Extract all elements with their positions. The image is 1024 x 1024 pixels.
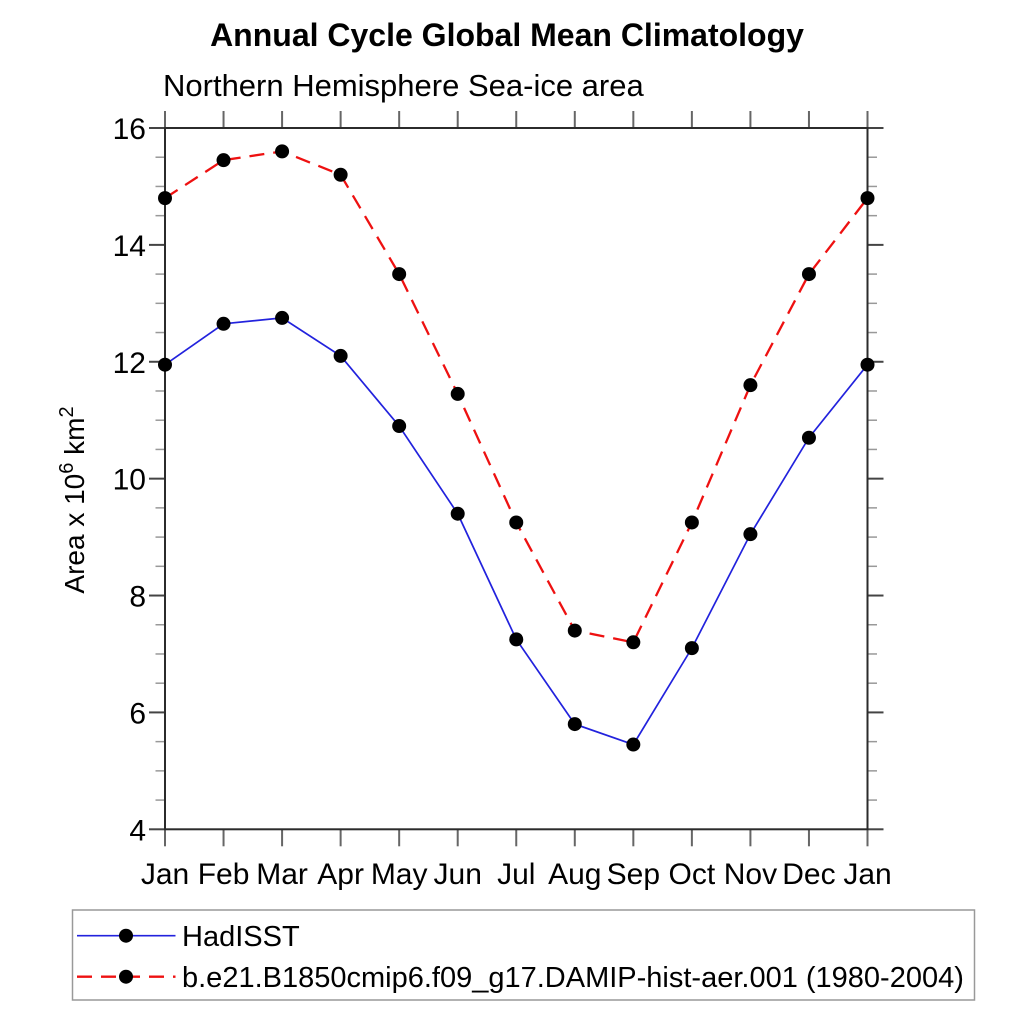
x-tick-label: Aug bbox=[548, 858, 601, 891]
x-tick-label: Jan bbox=[843, 858, 891, 891]
x-tick-label: Sep bbox=[607, 858, 660, 891]
y-tick-label: 12 bbox=[113, 347, 146, 380]
x-tick-label: Jul bbox=[497, 858, 535, 891]
data-point-marker bbox=[860, 191, 875, 206]
y-tick-label: 10 bbox=[113, 464, 146, 497]
chart-title: Annual Cycle Global Mean Climatology bbox=[210, 17, 804, 53]
x-tick-label: Mar bbox=[256, 858, 308, 891]
data-point-marker bbox=[216, 153, 231, 168]
data-point-marker bbox=[392, 419, 407, 434]
x-tick-label: Jan bbox=[141, 858, 189, 891]
y-tick-label: 4 bbox=[129, 814, 146, 847]
x-tick-label: Oct bbox=[669, 858, 716, 891]
data-point-marker bbox=[684, 641, 699, 656]
data-point-marker bbox=[333, 348, 348, 363]
y-axis-title: Area x 106 km2 bbox=[56, 406, 90, 593]
data-point-marker bbox=[509, 632, 524, 647]
data-point-marker bbox=[333, 167, 348, 182]
y-axis-title-unit-exponent: 2 bbox=[56, 406, 78, 417]
legend-label: HadISST bbox=[182, 921, 300, 953]
data-point-marker bbox=[626, 635, 641, 650]
x-tick-label: Nov bbox=[724, 858, 777, 891]
x-tick-label: Feb bbox=[198, 858, 250, 891]
series-line-0 bbox=[164, 317, 869, 746]
data-point-marker bbox=[743, 527, 758, 542]
y-axis-title-exponent: 6 bbox=[56, 463, 78, 474]
data-point-marker bbox=[743, 378, 758, 393]
legend-marker bbox=[119, 969, 133, 984]
y-tick-label: 6 bbox=[129, 697, 146, 730]
y-tick-label: 14 bbox=[113, 230, 146, 263]
data-point-marker bbox=[216, 316, 231, 331]
legend-label: b.e21.B1850cmip6.f09_g17.DAMIP-hist-aer.… bbox=[182, 962, 964, 994]
data-point-marker bbox=[801, 267, 816, 282]
data-point-marker bbox=[275, 144, 290, 159]
chart-subtitle: Northern Hemisphere Sea-ice area bbox=[163, 68, 644, 103]
data-point-marker bbox=[860, 357, 875, 372]
x-tick-label: Dec bbox=[782, 858, 835, 891]
plot-area: 4 6 8 10 12 14 16 Jan Feb Mar Apr May Jun Jul Aug Sep Oc… bbox=[113, 111, 892, 891]
data-point-marker bbox=[392, 267, 407, 282]
data-point-marker bbox=[567, 623, 582, 638]
data-point-marker bbox=[567, 717, 582, 732]
series-line-1 bbox=[164, 150, 869, 644]
x-tick-label: Apr bbox=[317, 858, 364, 891]
data-point-marker bbox=[275, 310, 290, 325]
legend-marker bbox=[119, 928, 133, 943]
y-tick-label: 8 bbox=[129, 581, 146, 614]
data-point-marker bbox=[450, 386, 465, 401]
data-point-marker bbox=[509, 515, 524, 530]
legend-box bbox=[71, 909, 976, 1001]
x-tick-label: Jun bbox=[434, 858, 482, 891]
data-point-marker bbox=[158, 191, 172, 206]
y-axis-title-unit: km bbox=[59, 418, 90, 463]
data-point-marker bbox=[801, 430, 816, 445]
data-point-marker bbox=[626, 737, 641, 752]
data-point-marker bbox=[450, 506, 465, 521]
plot-frame bbox=[164, 127, 869, 831]
data-point-marker bbox=[684, 515, 699, 530]
y-axis-title-prefix: Area x 10 bbox=[59, 474, 90, 594]
data-point-marker bbox=[158, 357, 172, 372]
y-tick-label: 16 bbox=[113, 113, 146, 146]
x-tick-label: May bbox=[371, 858, 428, 891]
legend: HadISST b.e21.B1850cmip6.f09_g17.DAMIP-hi… bbox=[71, 909, 976, 1001]
